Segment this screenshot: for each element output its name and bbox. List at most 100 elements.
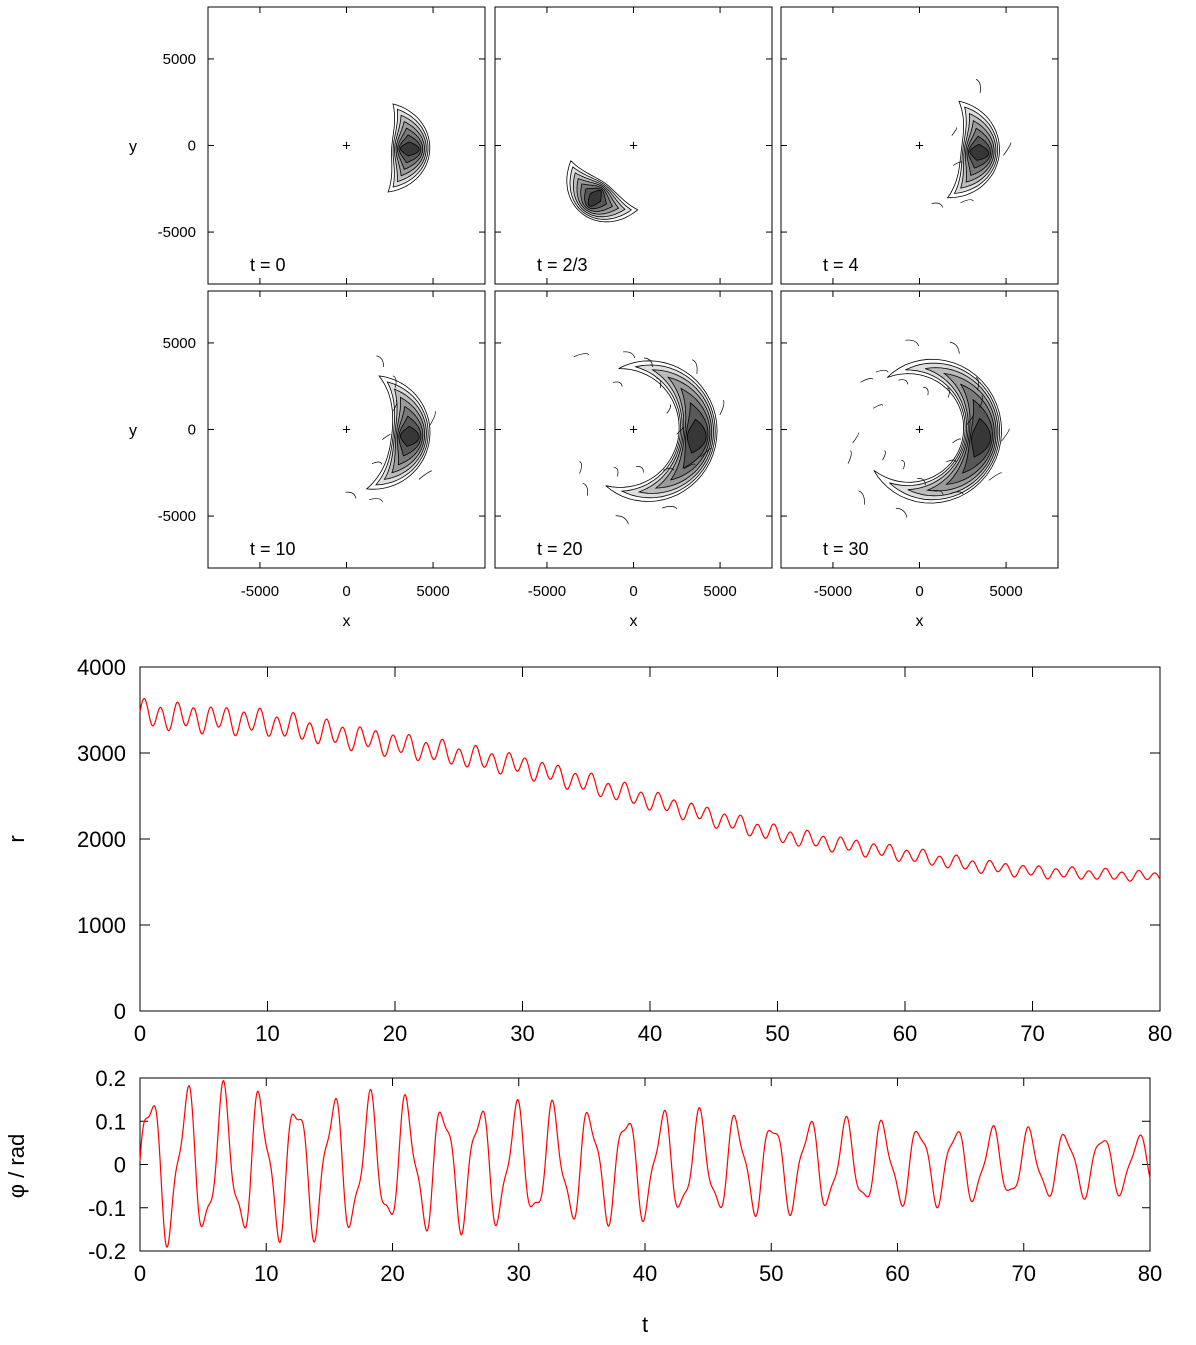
y-axis-label: y — [129, 139, 137, 156]
y-tick-label: -0.2 — [88, 1239, 126, 1264]
contour-filament — [613, 381, 623, 387]
center-marker: + — [342, 422, 351, 439]
contour-filament — [636, 466, 644, 473]
x-tick-label: 5000 — [989, 583, 1022, 600]
y-tick-label: 0.2 — [95, 1066, 126, 1091]
time-label: t = 30 — [823, 539, 869, 559]
y-tick-label: -5000 — [158, 508, 196, 525]
contour-level — [587, 189, 602, 207]
contour-filament — [692, 359, 698, 374]
contour-panel: + t = 4 — [780, 6, 1059, 285]
y-axis-label: y — [129, 423, 137, 440]
contour-filament — [858, 490, 865, 505]
contour-filament — [931, 489, 944, 495]
center-marker: + — [629, 422, 638, 439]
contour-filament — [882, 450, 886, 461]
phi-vs-t-plot: 0 10 20 30 40 50 60 70 80 0.2 0.1 0 -0.1 -0.2 φ / rad… — [4, 1066, 1162, 1337]
contour-filament — [719, 399, 725, 416]
contour-level — [969, 143, 990, 161]
x-tick-label: 20 — [383, 1021, 407, 1046]
contour-filament — [392, 375, 397, 388]
contour-filament — [979, 395, 984, 408]
contour-panel: + t = 20 -5000 0 5000 x — [494, 290, 773, 630]
contour-filament — [975, 78, 981, 94]
contour-filament — [860, 378, 874, 383]
contour-panel: + t = 30 -5000 0 5000 x — [780, 290, 1059, 630]
contour-filament — [905, 339, 920, 347]
x-tick-label: 50 — [759, 1261, 783, 1286]
contour-filament — [345, 491, 357, 499]
x-tick-label: 0 — [629, 583, 637, 600]
contour-filament — [875, 369, 889, 373]
phi-series-line — [139, 1079, 1151, 1248]
contour-panel-grid: + t = 0 5000 0 -5000 y + t = 2/3 + t = 4 + t = 10 50… — [129, 6, 1059, 630]
contour-filament — [573, 353, 590, 358]
contour-filament — [683, 463, 696, 470]
contour-filament — [901, 459, 905, 470]
contour-filament — [392, 400, 398, 411]
y-tick-label: 0 — [114, 999, 126, 1024]
center-marker: + — [915, 138, 924, 155]
x-tick-label: 80 — [1148, 1021, 1172, 1046]
x-axis-label: x — [916, 613, 924, 630]
y-tick-label: 2000 — [77, 827, 126, 852]
contour-filament — [988, 472, 1002, 481]
contour-filament — [662, 506, 678, 510]
contour-filament — [873, 404, 884, 409]
x-tick-label: 5000 — [703, 583, 736, 600]
x-tick-label: 50 — [765, 1021, 789, 1046]
contour-filament — [666, 404, 671, 414]
x-tick-label: 0 — [134, 1021, 146, 1046]
contour-panel: + t = 2/3 — [494, 6, 773, 285]
x-tick-label: 60 — [893, 1021, 917, 1046]
contour-filament — [579, 461, 582, 474]
contour-filament — [371, 461, 383, 465]
x-tick-label: 70 — [1012, 1261, 1036, 1286]
x-tick-label: -5000 — [528, 583, 566, 600]
x-tick-label: 0 — [342, 583, 350, 600]
y-tick-label: 4000 — [77, 655, 126, 680]
phi-plot-ticks: 0 10 20 30 40 50 60 70 80 0.2 0.1 0 -0.1 -0.2 — [88, 1066, 1162, 1286]
y-tick-label: 1000 — [77, 913, 126, 938]
contour-filament — [376, 355, 384, 368]
r-vs-t-plot: 0 10 20 30 40 50 60 70 80 0 1000 2000 3000 4000 r — [4, 655, 1172, 1046]
x-tick-label: 40 — [633, 1261, 657, 1286]
r-plot-frame — [139, 666, 1161, 1012]
contour-filament — [952, 438, 962, 444]
contour-level — [686, 418, 707, 454]
phi-axis-label: φ / rad — [4, 1134, 29, 1198]
r-series-line — [139, 697, 1161, 882]
x-tick-label: 20 — [380, 1261, 404, 1286]
x-tick-label: 10 — [254, 1261, 278, 1286]
contour-filament — [382, 434, 391, 440]
contour-filament — [700, 447, 711, 458]
y-tick-label: 3000 — [77, 741, 126, 766]
contour-filament — [582, 482, 589, 496]
contour-filament — [931, 202, 943, 208]
contour-filament — [418, 470, 432, 480]
contour-filament — [951, 127, 957, 136]
contour-filament — [623, 351, 636, 359]
t-axis-label: t — [642, 1312, 648, 1337]
x-axis-label: x — [630, 613, 638, 630]
contour-filament — [662, 467, 675, 471]
y-tick-label: 0 — [188, 422, 196, 439]
contour-level — [400, 141, 420, 157]
contour-filament — [643, 357, 653, 368]
x-tick-label: 40 — [638, 1021, 662, 1046]
x-tick-label: -5000 — [814, 583, 852, 600]
x-tick-label: 30 — [507, 1261, 531, 1286]
x-tick-label: 30 — [510, 1021, 534, 1046]
contour-filament — [676, 427, 685, 435]
center-marker: + — [342, 138, 351, 155]
contour-filament — [949, 341, 960, 354]
x-tick-label: 0 — [134, 1261, 146, 1286]
contour-level — [971, 417, 991, 458]
r-plot-ticks: 0 10 20 30 40 50 60 70 80 0 1000 2000 3000 4000 — [77, 655, 1172, 1046]
contour-filament — [613, 466, 619, 477]
x-tick-label: 5000 — [416, 583, 449, 600]
contour-filament — [369, 498, 383, 502]
y-tick-label: -5000 — [158, 224, 196, 241]
r-axis-label: r — [4, 835, 29, 842]
